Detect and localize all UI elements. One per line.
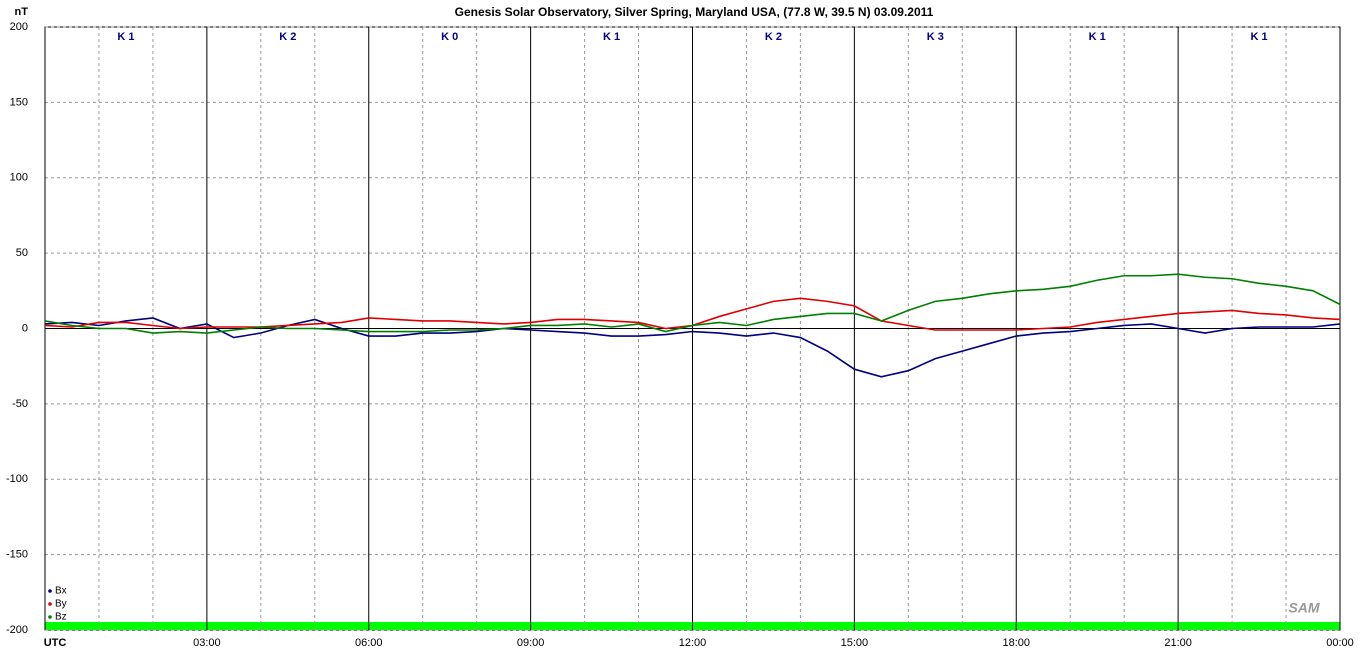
- x-tick-label: 15:00: [841, 637, 869, 649]
- y-tick-label: 0: [22, 322, 28, 334]
- x-tick-label: 12:00: [679, 637, 707, 649]
- y-axis-label: nT: [15, 6, 29, 18]
- legend-marker: [48, 589, 52, 593]
- logo: SAM: [1288, 600, 1319, 616]
- k-index: K 0: [441, 31, 458, 43]
- legend-label: Bz: [55, 612, 67, 623]
- legend-marker: [48, 602, 52, 606]
- k-index: K 3: [927, 31, 944, 43]
- k-index: K 1: [117, 31, 134, 43]
- k-index: K 1: [1251, 31, 1268, 43]
- k-index: K 2: [765, 31, 782, 43]
- x-tick-label: 00:00: [1326, 637, 1354, 649]
- y-tick-label: -200: [6, 624, 28, 636]
- k-index: K 2: [279, 31, 296, 43]
- legend-label: By: [55, 599, 67, 610]
- legend-label: Bx: [55, 586, 67, 597]
- series-line: [44, 273, 1341, 334]
- k-index: K 1: [1089, 31, 1106, 43]
- x-tick-label: 09:00: [517, 637, 545, 649]
- x-tick-label: 18:00: [1002, 637, 1030, 649]
- y-tick-label: 100: [10, 172, 28, 184]
- x-tick-label: 06:00: [355, 637, 383, 649]
- y-tick-label: 200: [10, 21, 28, 33]
- y-tick-label: 50: [16, 247, 28, 259]
- y-tick-label: -100: [6, 473, 28, 485]
- legend-marker: [48, 615, 52, 619]
- y-tick-label: 150: [10, 96, 28, 108]
- x-tick-label: 03:00: [193, 637, 221, 649]
- y-tick-label: -50: [12, 398, 28, 410]
- k-index: K 1: [603, 31, 620, 43]
- x-tick-label: UTC: [44, 637, 67, 649]
- x-tick-label: 21:00: [1164, 637, 1192, 649]
- chart-title: Genesis Solar Observatory, Silver Spring…: [455, 5, 934, 19]
- series-line: [44, 317, 1341, 378]
- y-tick-label: -150: [6, 549, 28, 561]
